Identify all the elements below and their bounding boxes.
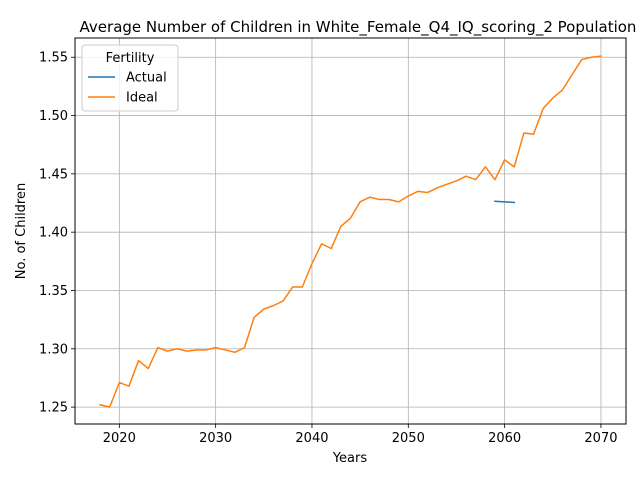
y-tick-label: 1.45	[39, 167, 68, 182]
gridlines	[75, 38, 626, 424]
y-tick-label: 1.50	[39, 109, 68, 124]
x-tick-label: 2050	[392, 431, 425, 446]
legend: Fertility Actual Ideal	[81, 44, 179, 112]
legend-label-actual: Actual	[126, 71, 167, 86]
y-tick-label: 1.25	[39, 401, 68, 416]
series-line-ideal	[99, 55, 602, 408]
series-line-actual	[494, 200, 516, 204]
x-tick-label: 2040	[295, 431, 328, 446]
plot-frame	[74, 37, 627, 425]
legend-label-ideal: Ideal	[126, 91, 158, 106]
y-tick-label: 1.40	[39, 226, 68, 241]
y-axis-label: No. of Children	[14, 183, 29, 279]
axis-ticks: 2020 2030 2040 2050 2060 2070 1.25 1.30 1.35 1.40…	[39, 51, 617, 446]
chart-title: Average Number of Children in White_Fema…	[80, 18, 637, 37]
y-tick-label: 1.35	[39, 284, 68, 299]
x-tick-label: 2020	[103, 431, 136, 446]
x-tick-label: 2060	[488, 431, 521, 446]
x-tick-label: 2030	[199, 431, 232, 446]
legend-title: Fertility	[106, 51, 155, 66]
y-tick-label: 1.55	[39, 51, 68, 66]
legend-box	[81, 44, 179, 112]
series-lines	[99, 55, 602, 408]
x-tick-label: 2070	[584, 431, 617, 446]
y-tick-label: 1.30	[39, 342, 68, 357]
x-axis-label: Years	[332, 451, 368, 466]
